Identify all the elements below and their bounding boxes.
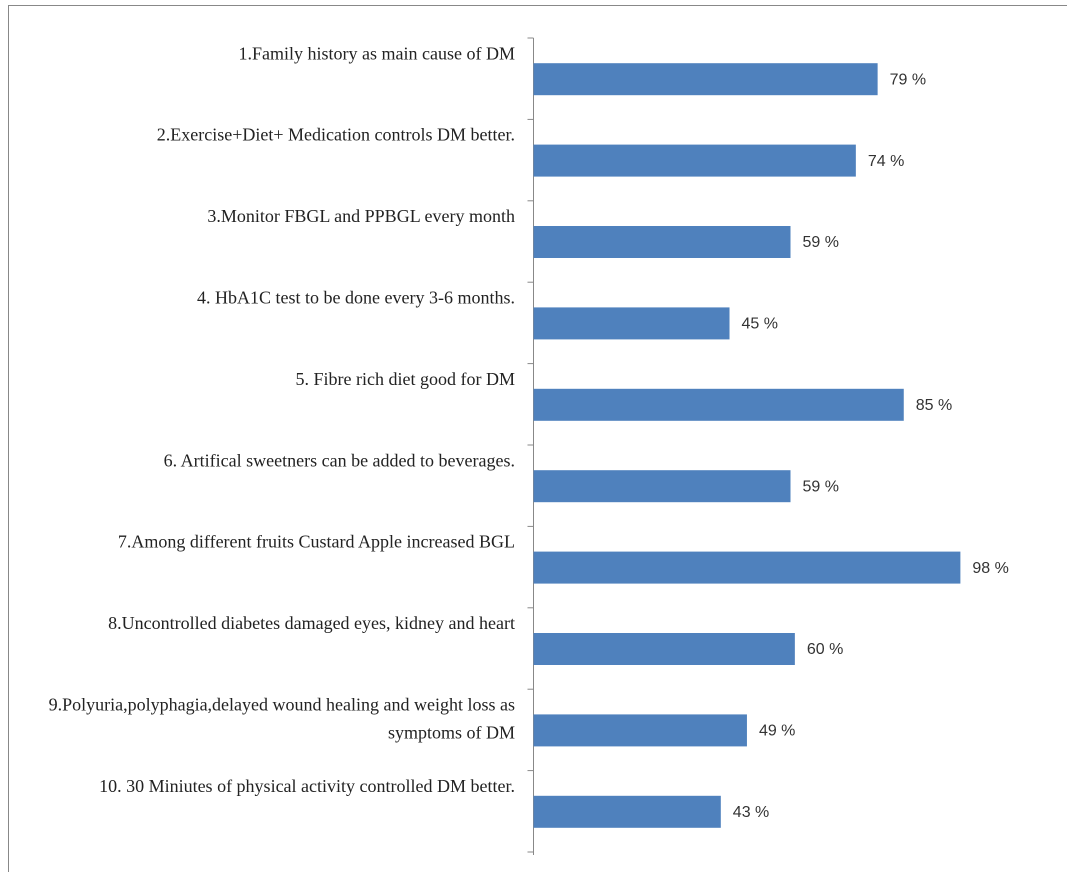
category-label: 10. 30 Miniutes of physical activity con…	[99, 776, 515, 796]
value-label: 45 %	[742, 316, 778, 333]
category-label: 7.Among different fruits Custard Apple i…	[118, 532, 515, 552]
value-label: 59 %	[803, 234, 839, 251]
value-label: 43 %	[733, 804, 769, 821]
value-label: 74 %	[868, 153, 904, 170]
category-label: 2.Exercise+Diet+ Medication controls DM …	[157, 125, 515, 145]
value-label: 59 %	[803, 478, 839, 495]
value-label: 60 %	[807, 641, 843, 658]
bar	[533, 63, 878, 96]
category-label: 4. HbA1C test to be done every 3-6 month…	[197, 288, 515, 308]
bar	[533, 388, 904, 421]
value-label: 79 %	[890, 71, 926, 88]
category-label: 8.Uncontrolled diabetes damaged eyes, ki…	[108, 613, 515, 633]
category-label: 1.Family history as main cause of DM	[239, 43, 515, 63]
bar	[533, 551, 961, 584]
bar	[533, 307, 730, 340]
value-label: 85 %	[916, 397, 952, 414]
value-label: 49 %	[759, 723, 795, 740]
category-label: 5. Fibre rich diet good for DM	[296, 369, 515, 389]
bar	[533, 144, 856, 177]
category-label: 6. Artifical sweetners can be added to b…	[164, 450, 515, 470]
bar	[533, 470, 791, 503]
value-label: 98 %	[972, 560, 1008, 577]
bar	[533, 795, 721, 828]
bar	[533, 714, 747, 747]
category-label: 3.Monitor FBGL and PPBGL every month	[207, 206, 515, 226]
category-label: 9.Polyuria,polyphagia,delayed wound heal…	[49, 695, 515, 743]
bar	[533, 633, 795, 665]
bar	[533, 226, 791, 258]
